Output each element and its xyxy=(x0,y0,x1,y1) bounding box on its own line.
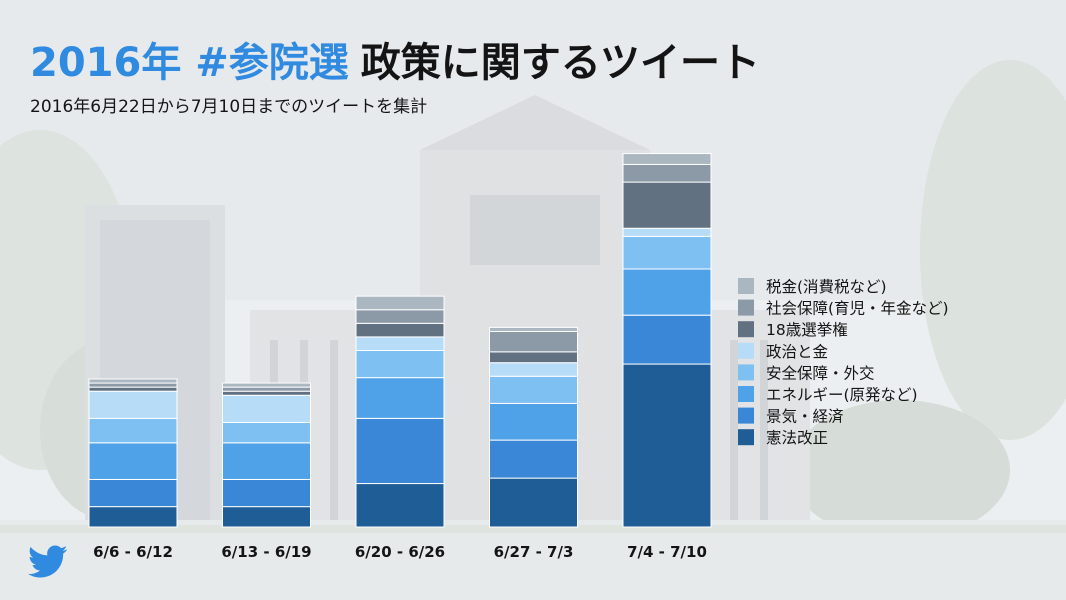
bar-segment-4-8 xyxy=(489,326,578,332)
bar-segment-5-2 xyxy=(622,314,712,365)
legend-swatch-4 xyxy=(738,342,754,359)
chart-title: 2016年 #参院選 政策に関するツイート xyxy=(30,30,760,90)
x-axis-labels: 6/6 - 6/12 6/13 - 6/19 6/20 - 6/26 6/27 - 7… xyxy=(93,543,707,561)
bar-segment-5-4 xyxy=(622,235,712,270)
bar-segment-1-5 xyxy=(88,390,178,419)
bars-group xyxy=(88,153,712,528)
title-main: 政策に関するツイート xyxy=(360,40,760,86)
bar-segment-3-2 xyxy=(355,417,445,485)
x-tick-label: 6/27 - 7/3 xyxy=(494,543,574,561)
legend-swatch-6 xyxy=(738,386,754,402)
x-tick-label: 6/20 - 6/26 xyxy=(355,543,445,561)
legend-swatch-1 xyxy=(738,278,754,294)
bar-segment-4-2 xyxy=(489,439,578,479)
legend-swatch-8 xyxy=(738,429,754,446)
bar-segment-4-3 xyxy=(489,402,578,441)
bar-segment-3-7 xyxy=(355,309,445,324)
bar-segment-1-7 xyxy=(88,382,178,388)
x-tick-label: 6/13 - 6/19 xyxy=(221,543,311,561)
title-highlight: 2016年 #参院選 xyxy=(30,40,349,86)
bar-segment-2-3 xyxy=(222,442,311,480)
bar-segment-2-6 xyxy=(222,390,311,396)
bar-segment-3-5 xyxy=(355,336,445,351)
legend-label-3: 18歳選挙権 xyxy=(766,321,848,339)
bar-segment-1-6 xyxy=(88,386,178,392)
bar-segment-5-5 xyxy=(622,227,712,237)
bar-segment-3-4 xyxy=(355,349,445,379)
bar-segment-4-5 xyxy=(489,362,578,377)
bar-segment-3-6 xyxy=(355,322,445,338)
legend-label-8: 憲法改正 xyxy=(766,428,828,447)
legend-label-4: 政治と金 xyxy=(766,343,829,361)
bar-segment-1-8 xyxy=(88,378,178,384)
legend-swatch-3 xyxy=(738,321,754,338)
legend-label-2: 社会保障(育児・年金など) xyxy=(766,300,949,318)
bar-segment-1-2 xyxy=(88,478,178,508)
legend-swatch-5 xyxy=(738,364,754,381)
bar-segment-5-1 xyxy=(622,363,712,528)
bar-segment-3-3 xyxy=(355,377,445,419)
legend-label-7: 景気・経済 xyxy=(766,408,844,426)
bar-segment-2-5 xyxy=(222,394,311,423)
bar-segment-4-6 xyxy=(489,351,578,364)
bar-segment-4-1 xyxy=(489,477,578,528)
legend-swatch-7 xyxy=(738,407,754,424)
bar-segment-5-8 xyxy=(622,153,712,165)
twitter-bird-icon xyxy=(28,545,68,578)
bar-segment-5-3 xyxy=(622,268,712,316)
bar-segment-5-7 xyxy=(622,163,712,183)
legend-label-1: 税金(消費税など) xyxy=(766,278,887,296)
legend: 税金(消費税など) 社会保障(育児・年金など) 18歳選挙権政治と金安全保障・外交エ… xyxy=(738,278,949,447)
bar-segment-3-1 xyxy=(355,483,445,528)
x-tick-label: 7/4 - 7/10 xyxy=(627,543,707,561)
bar-segment-4-4 xyxy=(489,375,578,404)
bar-segment-2-7 xyxy=(222,386,311,392)
bar-segment-2-8 xyxy=(222,382,311,388)
legend-label-6: エネルギー(原発など) xyxy=(766,386,918,404)
bar-segment-2-1 xyxy=(222,506,311,528)
bar-segment-2-2 xyxy=(222,478,311,508)
chart-subtitle: 2016年6月22日から7月10日までのツイートを集計 xyxy=(30,97,428,117)
bar-segment-1-4 xyxy=(88,417,178,444)
legend-label-5: 安全保障・外交 xyxy=(766,364,875,382)
bar-segment-1-1 xyxy=(88,506,178,528)
bar-segment-1-3 xyxy=(88,442,178,480)
bar-segment-2-4 xyxy=(222,421,311,444)
bar-segment-4-7 xyxy=(489,330,578,353)
bar-segment-5-6 xyxy=(622,181,712,229)
bar-segment-3-8 xyxy=(355,295,445,311)
legend-swatch-2 xyxy=(738,299,754,316)
x-tick-label: 6/6 - 6/12 xyxy=(93,543,173,561)
